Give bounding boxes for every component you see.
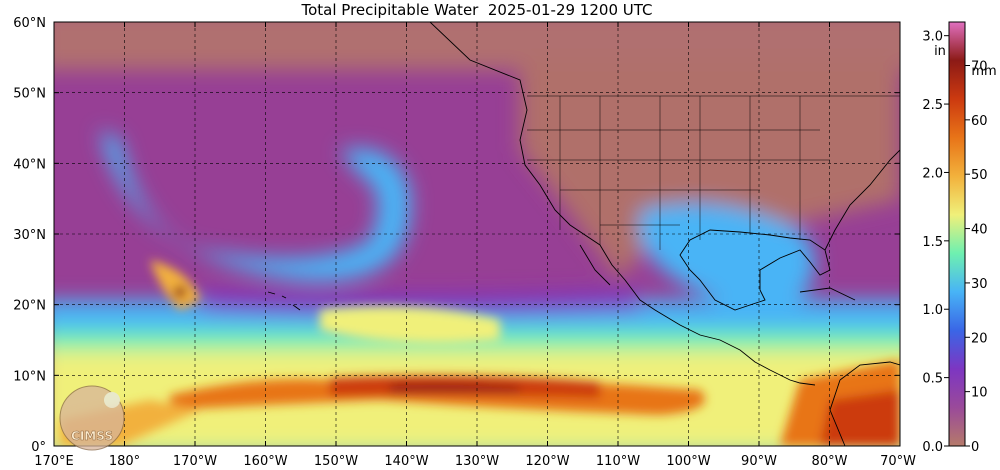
colorbar-unit-in: in: [934, 44, 946, 59]
colorbar-label-in: 1.5: [922, 235, 943, 250]
colorbar-label-in: 2.0: [922, 166, 943, 181]
hawaii: [267, 291, 301, 311]
lat-tick-label: 20°N: [13, 299, 46, 314]
colorbar-label-in: 0.5: [922, 372, 943, 387]
lon-tick-label: 150°W: [314, 454, 358, 469]
colorbar-label-in: 2.5: [922, 98, 943, 113]
colorbar-label-in: 0.0: [922, 440, 943, 455]
lon-tick-label: 70°W: [880, 454, 916, 469]
colorbar-label-in: 3.0: [922, 30, 943, 45]
lat-tick-label: 30°N: [13, 228, 46, 243]
colorbar-label-mm: 0: [971, 440, 979, 455]
colorbar-label-mm: 10: [971, 386, 988, 401]
gulf-of-mexico-coast: [679, 229, 831, 311]
lat-tick-label: 10°N: [13, 369, 46, 384]
colorbar-label-mm: 30: [971, 277, 988, 292]
lon-tick-label: 160°W: [243, 454, 287, 469]
colorbar-label-mm: 60: [971, 114, 988, 129]
lat-tick-label: 50°N: [13, 87, 46, 102]
lon-tick-label: 120°W: [525, 454, 569, 469]
lat-tick-label: 0°: [31, 440, 46, 455]
colorbar-label-mm: 20: [971, 331, 988, 346]
lon-tick-label: 170°W: [173, 454, 217, 469]
lon-tick-label: 130°W: [455, 454, 499, 469]
colorbar-label-mm: 40: [971, 223, 988, 238]
longitude-axis: 170°E 180° 170°W 160°W 150°W 140°W 130°W 120°W 1…: [34, 22, 916, 469]
latitude-axis: 0° 10°N 20°N 30°N 40°N 50°N 60°N: [13, 16, 900, 455]
baja-california: [579, 244, 611, 286]
coastlines: [267, 22, 900, 446]
lon-tick-label: 180°: [109, 454, 140, 469]
state-borders: [527, 95, 900, 250]
gridlines: [54, 22, 900, 446]
lat-tick-label: 40°N: [13, 157, 46, 172]
north-america-coast: [429, 22, 816, 386]
map-title: Total Precipitable Water 2025-01-29 1200…: [301, 1, 653, 19]
cimss-logo: CIMSS: [59, 385, 125, 451]
logo-text: CIMSS: [71, 429, 113, 443]
lon-tick-label: 90°W: [741, 454, 777, 469]
lat-tick-label: 60°N: [13, 16, 46, 31]
lon-tick-label: 170°E: [34, 454, 74, 469]
colorbar-unit-mm: mm: [971, 64, 996, 79]
colorbar-gradient: [948, 21, 966, 447]
lon-tick-label: 100°W: [666, 454, 710, 469]
colorbar-label-mm: 50: [971, 168, 988, 183]
south-america-coast: [829, 361, 900, 446]
east-coast: [824, 149, 900, 251]
colorbar-label-mm: 70: [971, 59, 988, 74]
lon-tick-label: 80°W: [812, 454, 848, 469]
lon-tick-label: 110°W: [596, 454, 640, 469]
lon-tick-label: 140°W: [384, 454, 428, 469]
colorbar-label-in: 1.0: [922, 303, 943, 318]
precipitable-water-field: [54, 22, 900, 446]
cuba: [799, 287, 856, 301]
